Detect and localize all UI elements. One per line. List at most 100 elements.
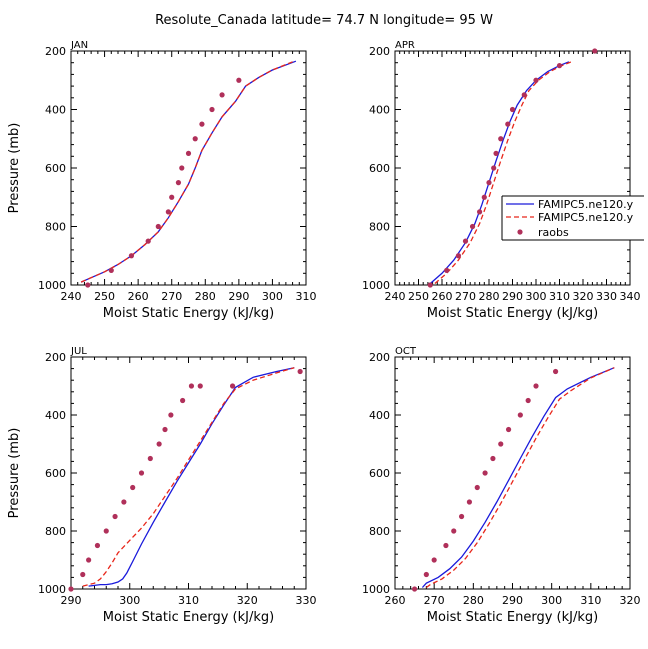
raobs-point xyxy=(431,557,437,563)
raobs-point xyxy=(94,542,101,549)
raobs-point xyxy=(451,528,457,534)
x-tick-label: 290 xyxy=(61,594,82,607)
raobs-point xyxy=(236,77,242,83)
y-tick-label: 1000 xyxy=(38,279,66,292)
x-tick-label: 320 xyxy=(573,290,594,303)
y-tick-label: 200 xyxy=(45,351,66,364)
raobs-point xyxy=(103,528,109,534)
x-tick-label: 300 xyxy=(541,594,562,607)
raobs-point xyxy=(443,542,449,549)
panel-oct: 260 270 280 290 300 310 320 200 400 600 800 1000 OCT… xyxy=(362,346,641,625)
x-tick-label: 290 xyxy=(502,594,523,607)
raobs-point xyxy=(185,150,192,156)
panel-apr: 240 250 260 270 280 290 300 310 320 330 340 200 400 6… xyxy=(362,40,641,321)
raobs-point xyxy=(179,165,185,171)
x-tick-label: 270 xyxy=(455,290,476,303)
x-tick-label: 310 xyxy=(296,290,317,303)
y-tick-label: 800 xyxy=(369,525,390,538)
raobs-point xyxy=(525,397,531,404)
x-tick-label: 330 xyxy=(596,290,617,303)
raobs-point xyxy=(474,484,480,491)
raobs-point xyxy=(498,136,504,142)
raobs-point xyxy=(168,412,174,418)
raobs-point xyxy=(162,426,168,433)
raobs-point xyxy=(498,441,504,447)
x-tick-label: 290 xyxy=(228,290,249,303)
x-tick-label: 240 xyxy=(61,290,82,303)
raobs-point xyxy=(521,92,527,98)
x-tick-label: 280 xyxy=(479,290,500,303)
plot-frame xyxy=(394,50,631,286)
raobs-point xyxy=(147,455,153,462)
figure-title: Resolute_Canada latitude= 74.7 N longitu… xyxy=(155,13,493,28)
legend-swatch-dot xyxy=(517,229,523,235)
y-tick-label: 200 xyxy=(369,351,390,364)
x-tick-label: 250 xyxy=(94,290,115,303)
y-tick-label: 800 xyxy=(45,525,66,538)
raobs-point xyxy=(444,267,450,273)
x-tick-label: 310 xyxy=(549,290,570,303)
raobs-point xyxy=(175,180,182,186)
y-tick-label: 400 xyxy=(369,104,390,117)
raobs-point xyxy=(155,223,161,230)
x-tick-label: 330 xyxy=(296,594,317,607)
x-tick-label: 340 xyxy=(620,290,641,303)
x-tick-label: 290 xyxy=(502,290,523,303)
plot-frame xyxy=(70,356,307,590)
x-axis-label: Moist Static Energy (kJ/kg) xyxy=(103,610,274,625)
y-tick-label: 800 xyxy=(369,221,390,234)
raobs-point xyxy=(411,586,418,592)
raobs-point xyxy=(80,571,86,578)
panel-label: JUL xyxy=(70,346,87,357)
raobs-point xyxy=(169,194,175,200)
raobs-point xyxy=(509,106,516,113)
y-tick-label: 600 xyxy=(369,467,390,480)
raobs-point xyxy=(192,136,198,142)
model-series-line-dashed xyxy=(434,61,572,284)
raobs-point xyxy=(138,470,145,476)
y-tick-label: 800 xyxy=(45,221,66,234)
raobs-point xyxy=(219,92,225,98)
raobs-point xyxy=(121,499,127,505)
model-series-line-solid xyxy=(429,61,570,284)
model-series-line-dashed xyxy=(80,61,293,283)
model-series-line-dashed xyxy=(82,367,295,587)
raobs-point xyxy=(108,267,114,273)
raobs-point xyxy=(165,209,171,215)
raobs-point xyxy=(469,223,476,230)
raobs-point xyxy=(156,441,162,447)
raobs-point xyxy=(423,571,429,578)
raobs-point xyxy=(68,586,74,592)
raobs-point xyxy=(477,209,483,215)
raobs-point xyxy=(188,383,195,389)
x-tick-label: 250 xyxy=(408,290,429,303)
x-tick-label: 280 xyxy=(463,594,484,607)
raobs-point xyxy=(197,383,203,389)
raobs-point xyxy=(481,194,487,200)
raobs-point xyxy=(517,412,523,418)
y-tick-label: 600 xyxy=(369,162,390,175)
y-tick-label: 1000 xyxy=(362,583,390,596)
panels: 240 250 260 270 280 290 300 3102004006008001000… xyxy=(7,40,641,625)
raobs-point xyxy=(505,121,511,127)
x-axis-label: Moist Static Energy (kJ/kg) xyxy=(427,610,598,625)
y-tick-label: 400 xyxy=(45,104,66,117)
raobs-point xyxy=(592,48,598,54)
x-tick-label: 320 xyxy=(237,594,258,607)
panel-label: JAN xyxy=(70,40,88,51)
x-tick-label: 310 xyxy=(580,594,601,607)
raobs-point xyxy=(458,513,465,520)
raobs-point xyxy=(533,77,539,83)
raobs-point xyxy=(466,499,473,505)
y-axis-label: Pressure (mb) xyxy=(7,428,22,519)
raobs-point xyxy=(455,253,462,259)
x-tick-label: 300 xyxy=(526,290,547,303)
raobs-point xyxy=(209,106,215,113)
x-axis-label: Moist Static Energy (kJ/kg) xyxy=(103,306,274,321)
x-tick-label: 270 xyxy=(424,594,445,607)
y-tick-label: 400 xyxy=(45,409,66,422)
raobs-point xyxy=(482,470,488,476)
raobs-point xyxy=(486,180,492,186)
